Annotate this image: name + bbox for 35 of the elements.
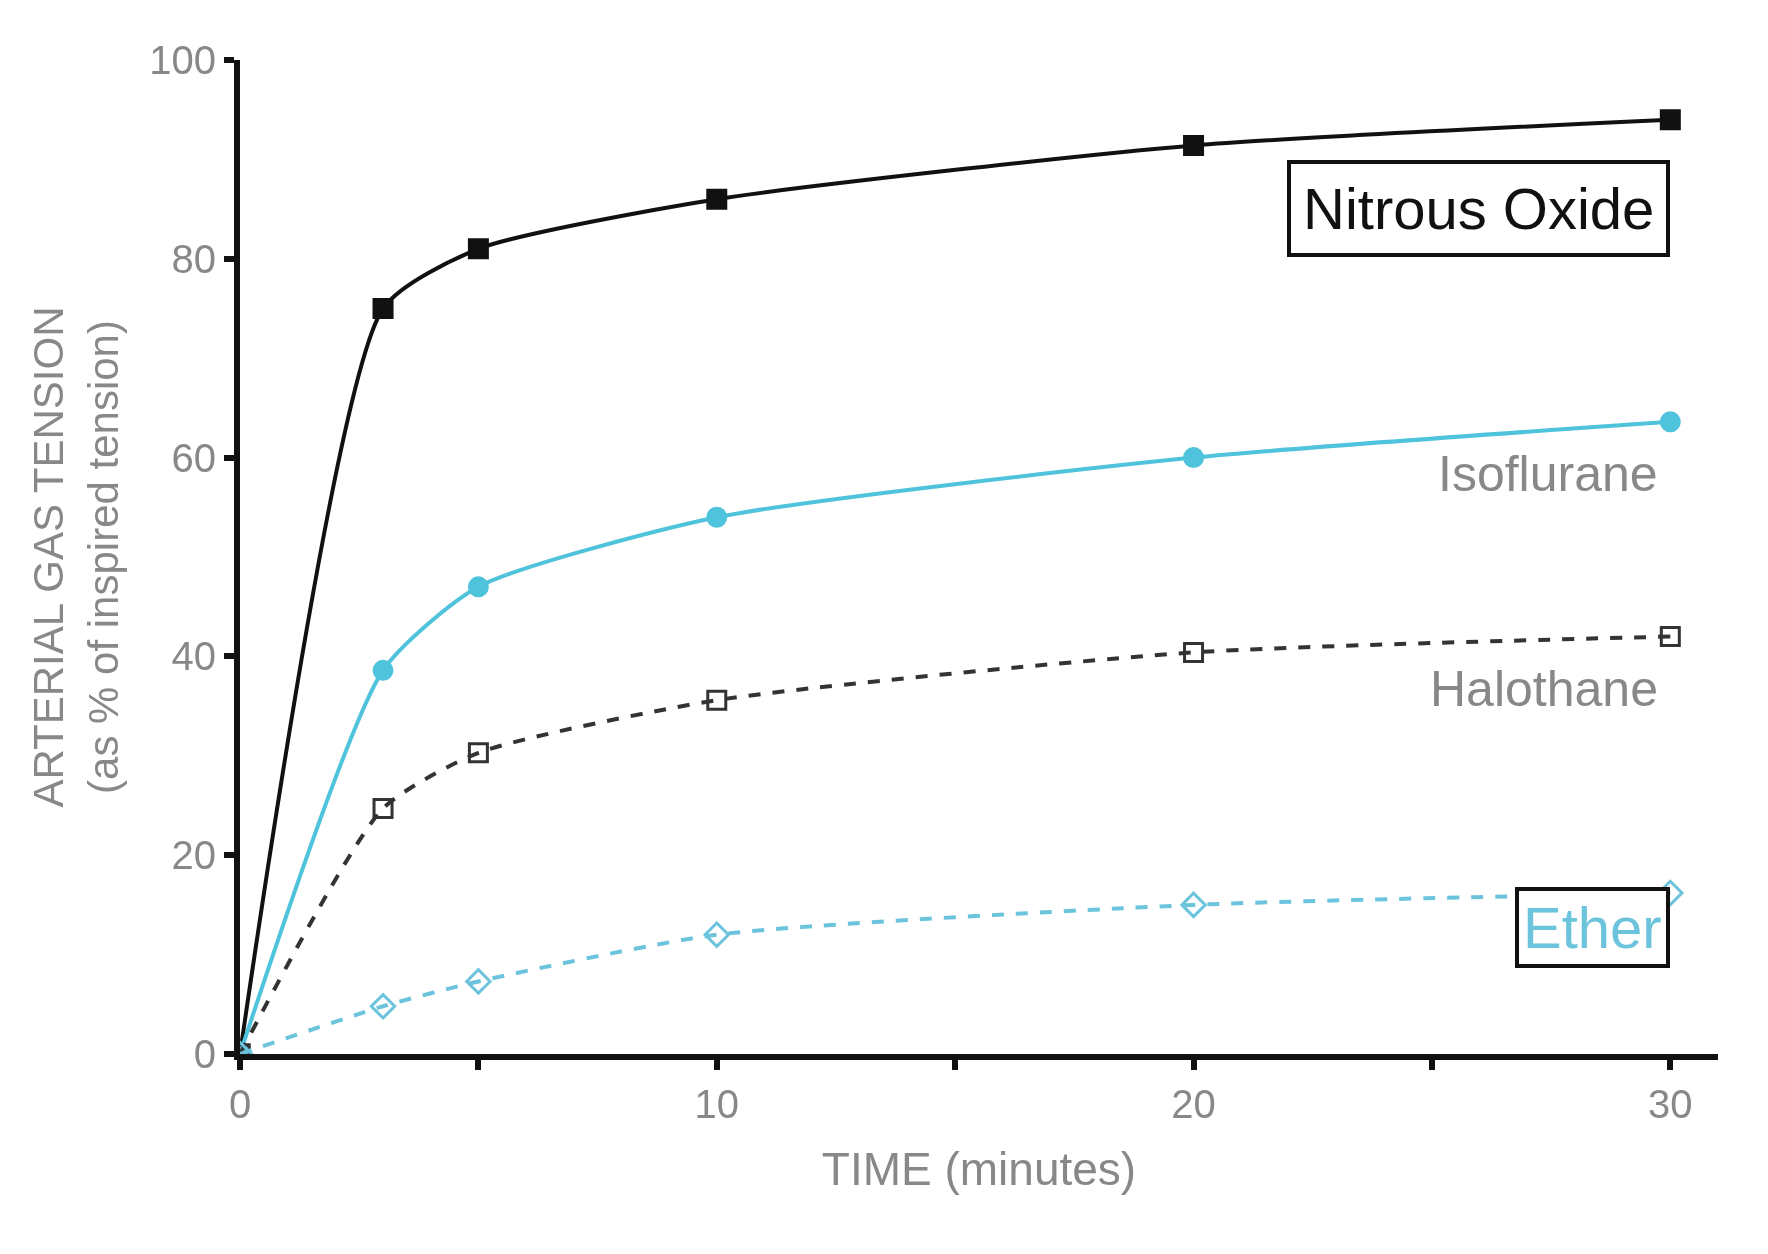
point <box>369 993 397 1020</box>
point <box>706 188 728 210</box>
point <box>372 298 394 319</box>
y-tick-label: 20 <box>171 833 216 878</box>
series-label: Halothane <box>1430 661 1658 717</box>
point <box>1180 891 1207 919</box>
x-tick-label: 0 <box>228 1082 252 1126</box>
point <box>1183 134 1205 156</box>
series-label: Isoflurane <box>1438 446 1658 502</box>
y-tick-label: 80 <box>171 236 216 281</box>
y-tick-label: 40 <box>171 634 216 679</box>
y-tick-label: 100 <box>149 38 216 82</box>
point <box>467 576 489 598</box>
point <box>1659 411 1681 433</box>
point <box>1659 626 1681 648</box>
point <box>1659 109 1681 131</box>
point <box>372 797 394 819</box>
point <box>467 742 489 764</box>
point <box>706 689 728 711</box>
y-tick-label: 60 <box>171 435 216 480</box>
point <box>465 968 492 995</box>
x-tick-label: 10 <box>694 1082 740 1126</box>
series-label: Ether <box>1523 895 1662 960</box>
series-label: Nitrous Oxide <box>1303 176 1655 241</box>
point <box>372 659 394 681</box>
point <box>706 506 728 528</box>
point <box>703 921 730 948</box>
y-axis-title: ARTERIAL GAS TENSION (as % of inspired tension) <box>24 306 127 808</box>
x-axis-title: TIME (minutes) <box>821 1143 1137 1196</box>
y-tick-label: 0 <box>193 1032 216 1076</box>
point <box>467 238 489 260</box>
point <box>1183 447 1205 469</box>
x-tick-label: 20 <box>1171 1082 1216 1126</box>
x-tick-label: 30 <box>1648 1082 1693 1126</box>
point <box>1183 641 1205 663</box>
